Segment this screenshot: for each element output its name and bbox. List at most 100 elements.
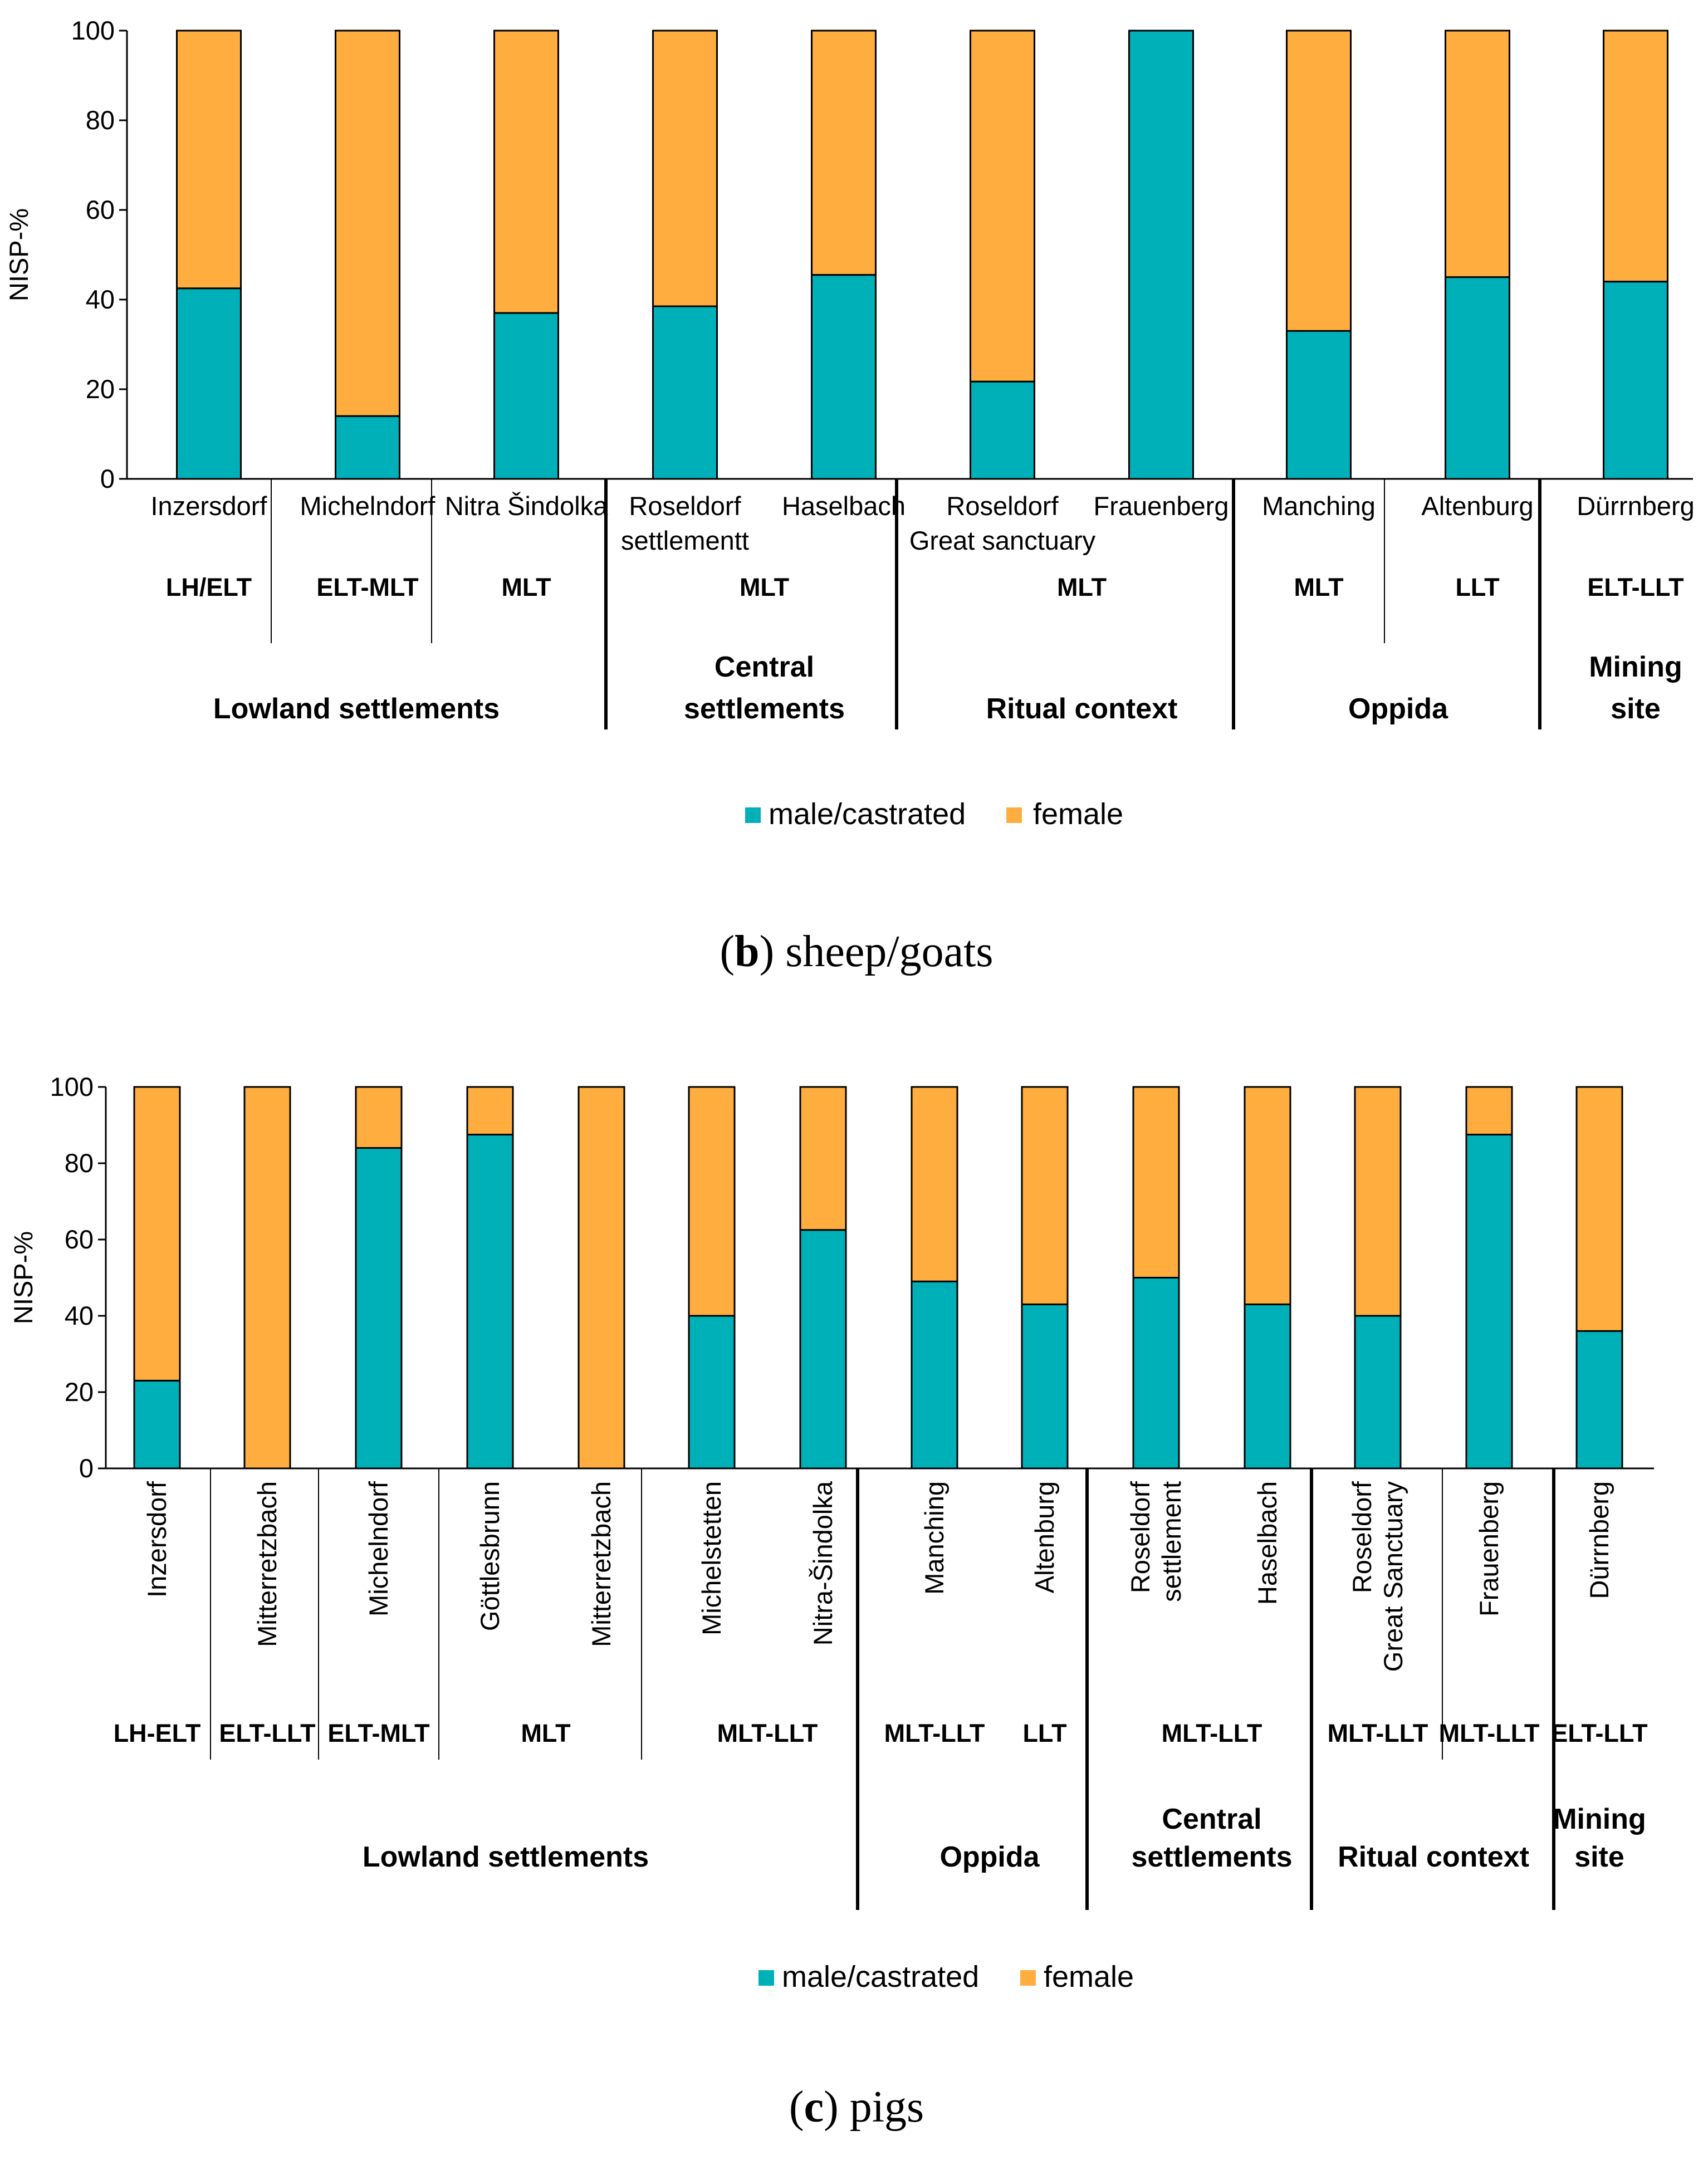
caption-paren-close: ) [760,927,775,976]
category-label: Frauenberg [1094,491,1229,521]
y-tick-label: 40 [65,1301,94,1330]
group-label: Ritual context [1338,1841,1529,1873]
chart-caption: (c) pigs [789,2083,924,2132]
period-label: MLT [1294,573,1343,601]
caption-paren-open: ( [720,927,735,976]
bar-female [1465,1086,1513,1136]
period-label: ELT-LLT [219,1719,315,1747]
category-label: Inzersdorf [142,1481,172,1598]
category-label: Michelndorf [364,1481,393,1617]
category-label: Nitra Šindolka [445,491,608,521]
bar-male [1244,1303,1291,1470]
y-tick-label: 20 [86,374,115,404]
bar-female [911,1086,958,1282]
category-label: Nitra-Šindolka [808,1481,838,1645]
y-tick-label: 0 [79,1453,94,1483]
bar-male [811,274,877,480]
period-label: MLT-LLT [1162,1719,1262,1747]
period-label: MLT-LLT [717,1719,818,1747]
legend-label-male: male/castrated [769,797,966,831]
bar-female [578,1086,625,1470]
caption-text: pigs [839,2083,924,2132]
bar-female [970,30,1035,383]
category-label: Dürrnberg [1577,491,1695,521]
bar-female [466,1086,514,1136]
category-label: Mitterretzbach [586,1481,616,1647]
bar-male [466,1134,514,1470]
category-label: Altenburg [1030,1481,1059,1593]
group-label: Mining [1553,1803,1646,1835]
bar-female [811,30,877,276]
group-label: site [1611,693,1661,725]
bar-female [1132,1086,1180,1279]
bar-female [1021,1086,1069,1305]
bar-female [493,30,559,314]
bar-male [1354,1315,1402,1470]
y-axis-label: NISP-% [4,208,33,301]
category-label: Altenburg [1421,491,1533,521]
chart-0: 0 20 40 60 80 100 NISP-% Inzersdorf Michelndorf N… [4,16,1695,976]
bar-male [1465,1134,1513,1470]
bar-female [355,1086,403,1149]
bar-male [1286,330,1352,480]
bar-male [176,287,242,480]
y-tick-label: 60 [65,1224,94,1254]
bar-male [1021,1303,1069,1470]
period-label: MLT-LLT [884,1719,985,1747]
bar-male [652,305,718,480]
period-label: LH-ELT [114,1719,201,1747]
category-label: Michelndorf [300,491,436,521]
period-label: MLT-LLT [1328,1719,1428,1747]
bar-female [688,1086,736,1317]
period-label: MLT [501,573,551,601]
bar-female [1603,30,1668,283]
period-label: LH/ELT [166,573,252,601]
y-tick-label: 80 [86,105,115,135]
group-label: Lowland settlements [363,1841,649,1873]
bar-female [243,1086,291,1470]
caption-letter: c [804,2083,824,2132]
category-label: Roseldorf [946,491,1059,521]
bar-female [1575,1086,1623,1332]
y-tick-label: 100 [50,1072,94,1101]
bar-male [911,1280,958,1470]
group-label: Central [1162,1803,1261,1835]
category-label: Haselbach [1252,1481,1282,1605]
period-label: LLT [1455,573,1499,601]
legend-label-female: female [1044,1960,1134,1993]
caption-paren-close: ) [824,2083,839,2132]
bar-male [1132,1277,1180,1470]
category-label: Mitterretzbach [252,1481,282,1647]
category-label: Michelstetten [697,1481,726,1635]
category-label: Manching [919,1481,949,1595]
period-label: ELT-LLT [1587,573,1683,601]
group-label: Lowland settlements [213,693,500,725]
bar-female [1445,30,1510,278]
bar-male [1445,276,1510,480]
bar-male [1603,281,1668,480]
bar-male [799,1229,847,1470]
category-label: Dürrnberg [1584,1481,1614,1599]
bar-male [493,312,559,480]
category-label: Göttlesbrunn [475,1481,505,1631]
group-label: settlements [684,693,845,725]
legend-label-female: female [1033,797,1123,831]
y-tick-label: 80 [65,1148,94,1178]
bar-female [176,30,242,290]
category-label: Great sanctuary [909,526,1096,555]
bar-male [355,1147,403,1470]
legend-swatch-female [1020,1970,1036,1986]
bar-male [1128,30,1194,480]
category-label: Inzersdorf [151,491,268,521]
period-label: MLT [521,1719,570,1747]
caption-text: sheep/goats [774,927,993,976]
period-label: ELT-LLT [1551,1719,1647,1747]
bar-male [1575,1330,1623,1470]
bar-female [652,30,718,307]
category-label: Great Sanctuary [1378,1481,1408,1672]
group-label: settlements [1132,1841,1293,1873]
category-label: Manching [1262,491,1376,521]
period-label: MLT-LLT [1439,1719,1540,1747]
bar-female [1244,1086,1291,1305]
